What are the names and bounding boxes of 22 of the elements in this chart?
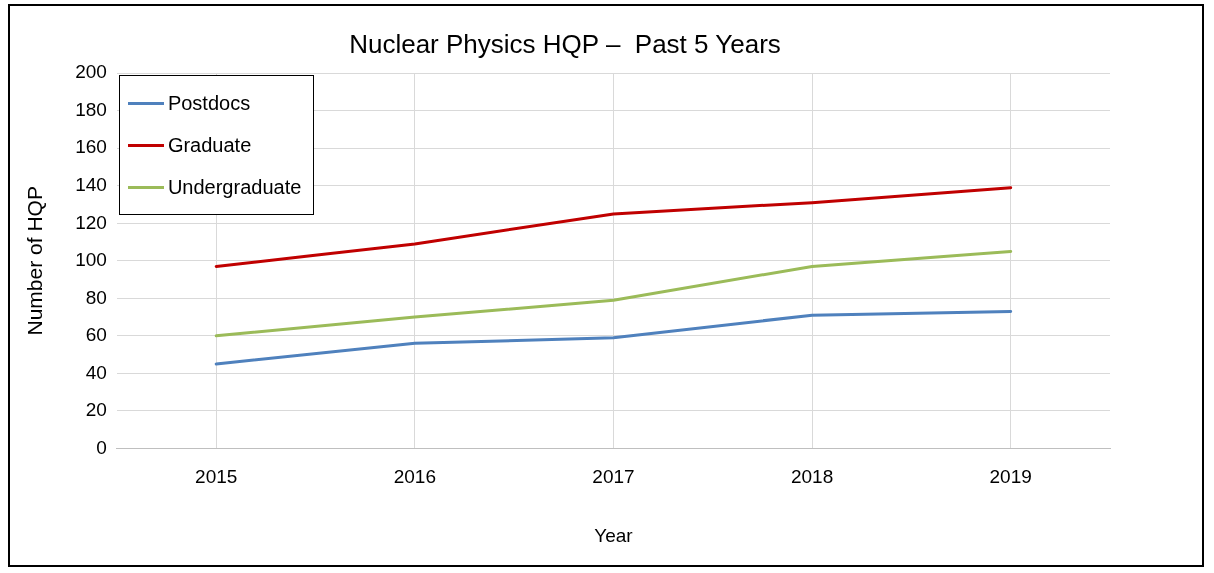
legend-label: Graduate (167, 133, 252, 157)
legend-label: Postdocs (167, 91, 251, 115)
x-tick-label: 2015 (195, 466, 238, 488)
y-tick-label: 120 (75, 211, 107, 233)
x-tick-label: 2018 (790, 466, 834, 488)
x-axis-title: Year (594, 524, 634, 546)
y-tick-label: 180 (75, 98, 107, 120)
y-tick-label: 160 (75, 136, 107, 158)
y-tick-label: 140 (75, 173, 107, 195)
x-tick-label: 2016 (393, 466, 436, 488)
y-tick-label: 20 (85, 399, 107, 421)
y-tick-label: 200 (75, 61, 107, 83)
y-axis-title: Number of HQP (23, 186, 47, 336)
y-tick-label: 40 (85, 361, 107, 383)
x-tick-label: 2017 (592, 466, 635, 488)
legend-label: Undergraduate (167, 175, 302, 199)
chart-title: Nuclear Physics HQP – Past 5 Years (349, 28, 781, 59)
y-tick-label: 80 (85, 286, 107, 308)
x-tick-label: 2019 (989, 466, 1032, 488)
y-tick-label: 0 (96, 436, 107, 458)
y-tick-label: 100 (75, 249, 107, 271)
y-tick-label: 60 (85, 324, 107, 346)
